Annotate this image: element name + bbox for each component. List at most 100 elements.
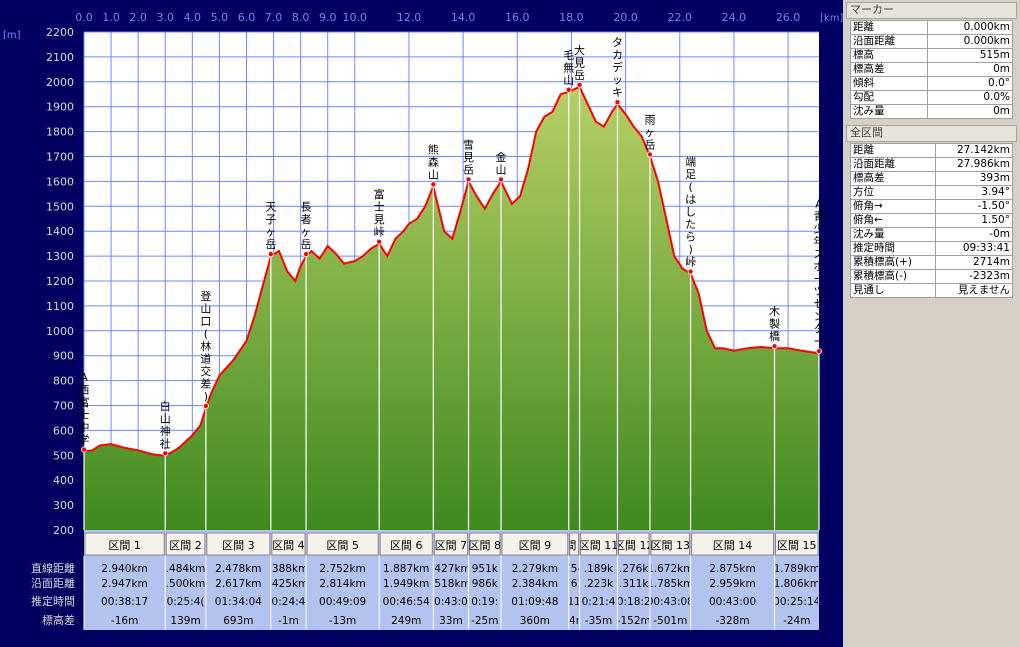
marker-prop-value: 0m (927, 62, 1013, 77)
segment-header-button[interactable] (691, 532, 775, 556)
x-axis-ticks: 0.0 1.0 2.0 3.0 4.0 5.0 6.0 7.0 8.0 9.0 10.0 12.0 14… (75, 11, 800, 24)
segment-header-label: 区間 3 (222, 539, 255, 552)
marker-pin[interactable] (816, 348, 823, 355)
segment-header-button[interactable] (306, 532, 379, 556)
marker-label: 端足(はしたら)峠 (685, 156, 696, 269)
marker-pin[interactable] (576, 81, 583, 88)
marker-pin[interactable] (614, 99, 621, 106)
segment-header-button[interactable] (206, 532, 271, 556)
marker-label: 大見岳 (574, 43, 585, 82)
segment-header-button[interactable] (617, 532, 650, 556)
segment-value: -328m (716, 615, 750, 627)
marker-prop-value: 0.0% (927, 90, 1013, 105)
x-tick-label: 14.0 (451, 11, 476, 24)
segment-value: 0:43:0 (434, 596, 468, 608)
segment-value: :11: (564, 596, 584, 608)
marker-label: 金山 (496, 150, 507, 177)
segment-column[interactable]: 区間 8 951k 986k 0:19: -25m (468, 532, 502, 630)
segment-header-button[interactable] (569, 532, 580, 556)
segment-column[interactable]: 区間 9 2.279km 2.384km 01:09:48 360m (500, 532, 569, 630)
segment-column[interactable]: 区間 10 754 762:11: 14m (554, 532, 594, 630)
x-tick-label: 1.0 (102, 11, 120, 24)
segment-header-button[interactable] (165, 532, 206, 556)
segment-column[interactable]: 区間 4 .388km .425km 0:24:4 -1m (269, 532, 309, 630)
marker-pin[interactable] (267, 251, 274, 258)
total-prop-value: 27.986km (934, 157, 1014, 172)
segment-column[interactable]: 区間 3 2.478km 2.617km 01:34:04 693m (205, 532, 271, 630)
y-tick-label: 1700 (46, 151, 74, 164)
segment-column[interactable]: 区間 7 .427km .518km 0:43:0 33m (431, 532, 471, 630)
total-prop-value: 3.94° (934, 185, 1014, 200)
segment-column[interactable]: 区間 14 2.875km 2.959km 00:43:00 -328m (690, 532, 775, 630)
segment-header-button[interactable] (433, 532, 469, 556)
segment-value: 762 (564, 578, 584, 590)
marker-pin[interactable] (162, 450, 169, 457)
y-tick-label: 900 (53, 350, 74, 363)
marker-properties-table: 距離 0.000km 沿面距離 0.000km 標高 515m 標高差 0m 傾斜 0.0° 勾配 0… (849, 20, 1013, 119)
marker-pin[interactable] (687, 268, 694, 275)
segment-table[interactable]: 区間 1 2.940km 2.947km 00:38:17 -16m 区間 2 .484km… (83, 532, 821, 630)
segment-value: .427km (431, 563, 471, 575)
segment-header-button[interactable] (271, 532, 306, 556)
segment-row-label: 沿面距離 (31, 576, 75, 590)
marker-pin[interactable] (376, 238, 383, 245)
segment-header-label: 区間 13 (651, 539, 691, 552)
x-axis-unit: [km] (820, 13, 843, 24)
marker-pin[interactable] (81, 446, 88, 453)
segment-value: 0:25:4( (167, 596, 205, 608)
segment-header-button[interactable] (84, 532, 165, 556)
segment-value: .484km (166, 563, 206, 575)
segment-header-button[interactable] (580, 532, 617, 556)
segment-value: .388km (269, 563, 309, 575)
segment-column[interactable]: 区間 5 2.752km 2.814km 00:49:09 -13m (305, 532, 379, 630)
marker-pin[interactable] (465, 176, 472, 183)
segment-value: 01:09:48 (511, 596, 558, 608)
segment-value: 00:43:00 (709, 596, 756, 608)
total-prop-row: 見通し 見えません (850, 283, 1014, 298)
segment-column[interactable]: 区間 12 .276k .311k 0:18:2 -152m (614, 532, 654, 630)
y-tick-label: 500 (53, 449, 74, 462)
marker-pin[interactable] (565, 86, 572, 93)
segment-header-label: 区間 7 (435, 539, 468, 552)
segment-value: 2.959km (709, 578, 755, 590)
segment-value: 139m (170, 615, 200, 627)
segment-value: 0:24:4 (272, 596, 306, 608)
profile-chart-area: A 西富士中学 白山神社 登山口(林道交差) 天子ヶ岳 長者ヶ岳 富士見峠 熊森山 雪見岳 金山 毛… (0, 0, 843, 647)
x-tick-label: 18.0 (559, 11, 584, 24)
segment-header-button[interactable] (501, 532, 569, 556)
marker-pin[interactable] (202, 402, 209, 409)
segment-value: .223k (584, 578, 614, 590)
total-prop-value: 27.142km (934, 143, 1014, 158)
segment-column[interactable]: 区間 2 .484km .500km 0:25:4(139m (164, 532, 206, 630)
marker-pin[interactable] (303, 251, 310, 258)
total-prop-row: 推定時間 09:33:41 (850, 241, 1014, 256)
y-tick-label: 200 (53, 524, 74, 537)
segment-header-label: 区間 8 (469, 539, 502, 552)
marker-label: 富士見峠 (374, 187, 385, 239)
segment-header-button[interactable] (469, 532, 501, 556)
elevation-profile-chart[interactable]: A 西富士中学 白山神社 登山口(林道交差) 天子ヶ岳 長者ヶ岳 富士見峠 熊森山 雪見岳 金山 毛… (0, 0, 843, 647)
segment-value: 01:34:04 (215, 596, 262, 608)
segment-header-button[interactable] (650, 532, 691, 556)
segment-column[interactable]: 区間 13 1.672km 1.785km 00:43:08 -501m (647, 532, 694, 630)
y-axis-ticks: 200 300 400 500 600 700 800 900 1000 1100 1200 1300… (46, 26, 74, 537)
segment-value: .500km (166, 578, 206, 590)
segment-header-button[interactable] (775, 532, 819, 556)
segment-column[interactable]: 区間 11 .189k .223k 0:21:4 -35m (579, 532, 619, 630)
segment-header-button[interactable] (379, 532, 433, 556)
x-tick-label: 20.0 (613, 11, 638, 24)
marker-label: 雪見岳 (463, 138, 474, 176)
segment-column[interactable]: 区間 15 1.789km 1.806km 00:25:14 -24m (773, 532, 820, 630)
marker-pin[interactable] (498, 176, 505, 183)
marker-pin[interactable] (771, 343, 778, 350)
x-tick-label: 3.0 (156, 11, 174, 24)
segment-column[interactable]: 区間 1 2.940km 2.947km 00:38:17 -16m (83, 532, 165, 630)
y-tick-label: 1800 (46, 126, 74, 139)
marker-pin[interactable] (430, 181, 437, 188)
total-prop-label: 俯角← (850, 213, 936, 228)
y-tick-label: 300 (53, 499, 74, 512)
marker-pin[interactable] (646, 151, 653, 158)
marker-label: A 青少年スポーツセンター (814, 198, 825, 349)
marker-prop-label: 距離 (849, 20, 929, 35)
segment-column[interactable]: 区間 6 1.887km 1.949km 00:46:54 249m (378, 532, 433, 630)
